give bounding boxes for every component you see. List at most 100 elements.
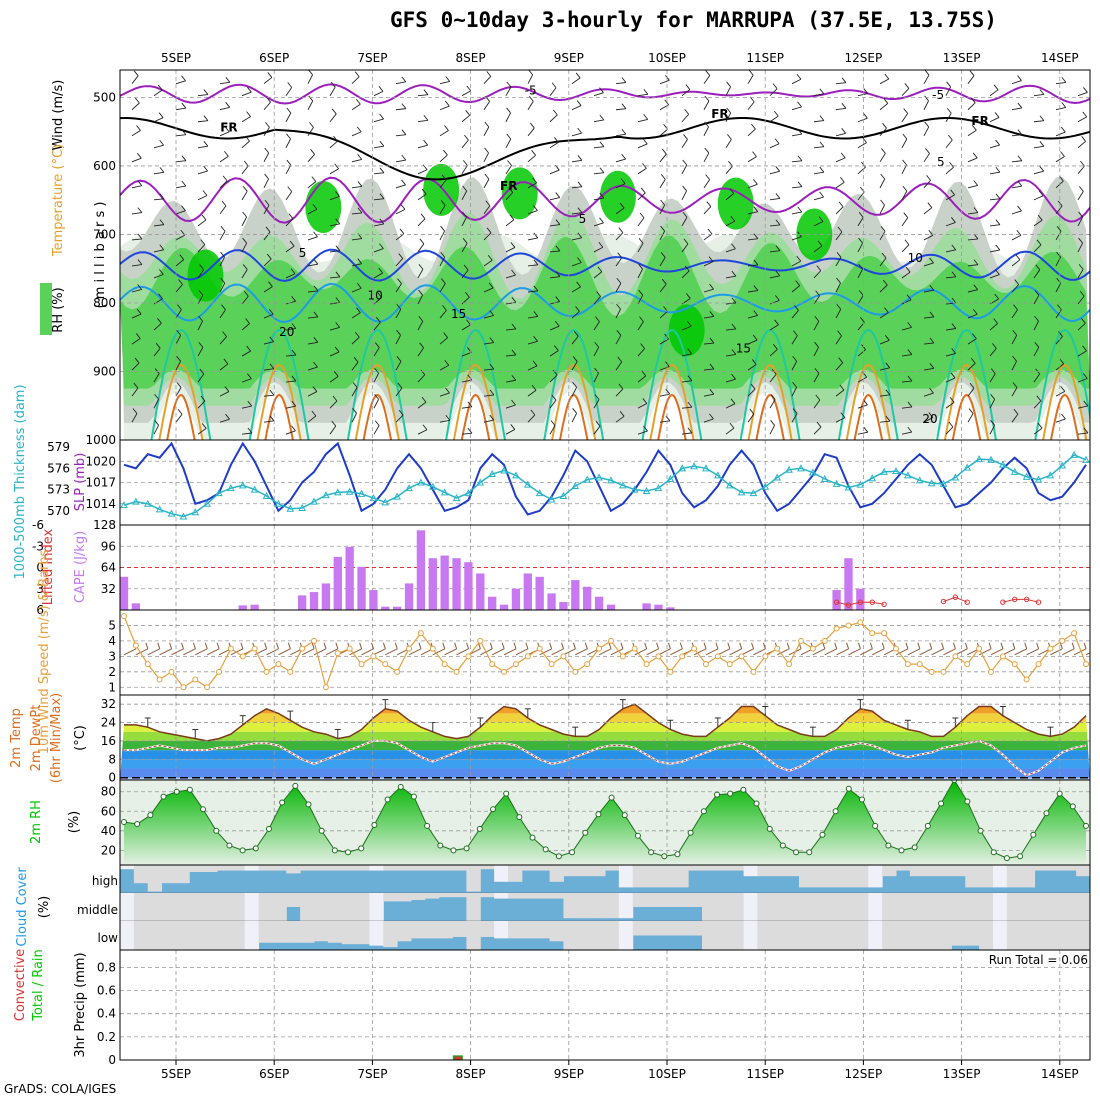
wind-barb [857,217,864,227]
wind-barb [1011,185,1022,189]
rh-tick-label: 80 [101,785,116,799]
wind-barb [593,146,604,149]
thickness-point [999,460,1007,468]
rh-point [990,849,997,856]
contour-label: 5 [937,155,945,169]
wind-barb [417,294,423,305]
thickness-point [583,475,592,483]
wind-barb-flag [951,271,957,278]
cloud-gap [937,921,952,950]
wind-barb-flag [240,642,244,649]
wind-barb [879,257,887,267]
cape-bar [393,606,402,610]
cape-bar [297,595,307,610]
temperature-arch [543,328,605,440]
wind-speed-point [774,645,781,652]
cloud-gap [1062,865,1077,871]
wind-barb [945,377,956,383]
wind-barb [813,245,823,253]
wind-barb [835,362,844,371]
wind-barb [1077,322,1086,331]
wind-barb [197,320,203,331]
wind-barb [505,274,516,279]
wind-barb [1055,282,1062,293]
wind-barb-flag [1038,190,1044,197]
wind-barb [1077,140,1086,149]
wind-barb-flag [907,322,912,328]
pressure-tick-label: 600 [93,159,116,173]
wind-barb-flag [739,642,743,649]
cloud-gap [577,921,592,950]
thickness-point [476,478,485,486]
cloud-gap [882,865,897,877]
wind-barb-flag [1017,129,1023,135]
wind-barb [615,308,621,319]
wind-barb-flag [158,112,164,118]
cloud-gap [369,921,384,946]
cloud-gap [688,921,703,936]
wind-barb-flag [533,205,538,211]
wind-barb [313,648,327,656]
cloud-gap [300,921,315,943]
wind-barb [483,315,494,319]
wind-barb-flag [1057,304,1062,310]
wind-barb-flag [291,296,296,302]
cloud-gap [203,921,218,950]
wind-barb [241,116,251,123]
wind-barb-flag [466,319,471,326]
wind-barb-flag [950,372,956,379]
cloud-gap [494,893,509,899]
cloud-gap [1020,865,1036,888]
rh-point [858,796,865,803]
wind-barb-flag [946,107,952,114]
wind-barb [527,389,537,397]
wind-barb [461,243,468,253]
wind-barb [219,106,230,111]
cloud-gap [244,893,260,921]
wind-barb-flag [291,425,296,432]
wind-barb-flag [687,348,693,354]
wind-barb-flag [837,226,843,233]
wind-barb-flag [1078,211,1084,218]
wind-barb [527,101,534,110]
wind-barb [593,321,600,331]
wind-barb [945,222,956,227]
wind-barb-flag [489,642,493,649]
wind-barb-flag [267,72,273,78]
wind-barb-flag [683,134,688,140]
cloud-gap [369,893,384,921]
wind-barb-flag [308,70,313,76]
cloud-gap [230,893,246,921]
wind-barb-flag [792,408,798,414]
cloud-gap [702,921,717,950]
wind-barb [131,289,142,293]
precip-convective-bar [454,1056,461,1060]
temp-band [120,695,1090,704]
wind-speed-point [501,668,508,675]
wind-barb [615,257,623,267]
cloud-gap [411,893,426,900]
thickness-point [203,499,211,507]
cloud-gap [757,893,772,921]
wind-barb-flag [951,323,957,329]
cloud-gap [120,865,135,870]
wind-barb [812,648,826,656]
wind-barb [131,338,141,345]
wind-speed-point [465,653,472,660]
contour-label: -5 [525,84,537,98]
temperature-axis-label: Temperature (°C) [51,144,66,257]
rh-point [252,845,259,852]
wind-barb-flag [709,413,714,420]
wind-barb-flag [1017,102,1023,109]
wind-barb-flag [599,114,605,121]
contour-label: 10 [908,251,923,265]
cloud-gap [812,921,828,950]
wind-barb-flag [420,213,426,220]
cloud-gap [1006,865,1022,888]
wind-barb [219,309,226,319]
wind-barb-flag [555,271,561,277]
cloud-gap [438,893,454,898]
wind-barb [813,270,822,279]
wind-barb [659,283,667,293]
wind-barb-flag [443,332,449,338]
